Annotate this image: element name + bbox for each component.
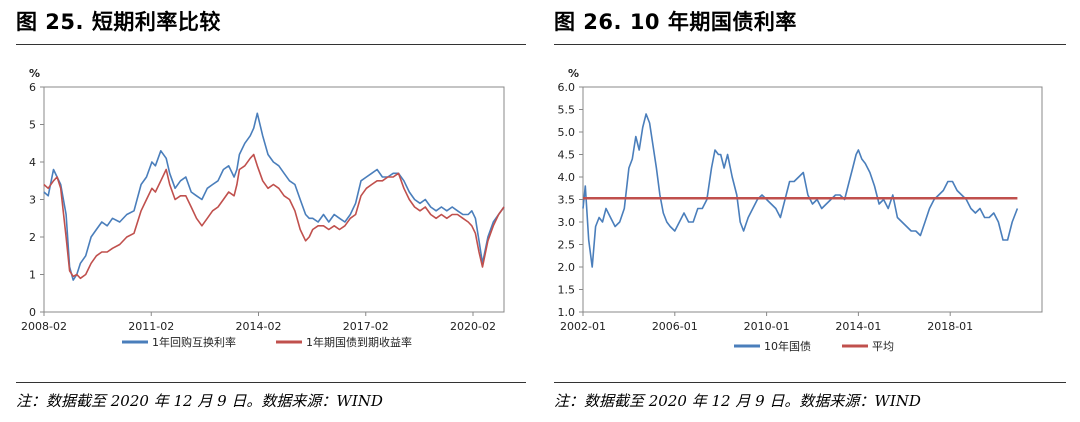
- legend-label: 平均: [872, 340, 894, 353]
- source-note: 注：数据截至 2020 年 12 月 9 日。数据来源：WIND: [554, 392, 921, 410]
- y-tick-label: 6: [29, 81, 36, 94]
- panel-right: 图 26. 10 年期国债利率 1.0 1.5 2.0 2.5 3.0 3.5 4.0 4.5…: [540, 0, 1080, 422]
- legend-label: 1年期国债到期收益率: [306, 335, 412, 349]
- y-axis-unit: %: [568, 67, 579, 80]
- title-rule: [554, 44, 1066, 45]
- x-tick-label: 2017-02: [343, 320, 389, 333]
- x-tick-label: 2018-01: [927, 320, 973, 333]
- legend-label: 1年回购互换利率: [152, 335, 236, 349]
- y-tick-label: 2.0: [558, 261, 576, 274]
- y-tick-label: 2: [29, 231, 36, 244]
- y-tick-label: 1: [29, 269, 36, 282]
- y-tick-label: 2.5: [558, 239, 576, 252]
- figure-title: 图 25. 短期利率比较: [16, 10, 221, 34]
- y-tick-label: 3.0: [558, 216, 576, 229]
- x-tick-label: 2020-02: [450, 320, 496, 333]
- x-tick-label: 2014-01: [835, 320, 881, 333]
- x-tick-label: 2011-02: [128, 320, 174, 333]
- x-tick-label: 2002-01: [560, 320, 606, 333]
- series-line: [43, 112, 505, 281]
- title-rule: [16, 44, 526, 45]
- y-tick-label: 1.0: [558, 306, 576, 319]
- y-axis-unit: %: [29, 67, 40, 80]
- chart-10y-treasury: 1.0 1.5 2.0 2.5 3.0 3.5 4.0 4.5 5.0 5.5 6.0% 2002-0…: [558, 67, 1043, 353]
- y-tick-label: 6.0: [558, 81, 576, 94]
- series-line: [582, 113, 1019, 268]
- y-tick-label: 1.5: [558, 284, 576, 297]
- y-tick-label: 5.0: [558, 126, 576, 139]
- x-tick-label: 2010-01: [744, 320, 790, 333]
- note-rule: [554, 382, 1066, 383]
- y-tick-label: 3: [29, 194, 36, 207]
- x-tick-label: 2008-02: [21, 320, 67, 333]
- source-note: 注：数据截至 2020 年 12 月 9 日。数据来源：WIND: [16, 392, 383, 410]
- y-tick-label: 4.5: [558, 149, 576, 162]
- y-tick-label: 0: [29, 306, 36, 319]
- y-tick-label: 5.5: [558, 104, 576, 117]
- x-tick-label: 2014-02: [236, 320, 282, 333]
- x-tick-label: 2006-01: [652, 320, 698, 333]
- plot-frame: [43, 86, 505, 313]
- y-tick-label: 3.5: [558, 194, 576, 207]
- plot-frame: [582, 86, 1043, 313]
- panel-left: 图 25. 短期利率比较 0 1 2 3 4 5 6% 2008-02 2011-02 2014-…: [16, 10, 526, 410]
- note-rule: [16, 382, 526, 383]
- chart-short-rates: 0 1 2 3 4 5 6% 2008-02 2011-02 2014-02 2017-02 2020…: [21, 67, 505, 349]
- y-tick-label: 5: [29, 119, 36, 132]
- y-tick-label: 4.0: [558, 171, 576, 184]
- figure-title: 图 26. 10 年期国债利率: [554, 10, 797, 34]
- legend-label: 10年国债: [764, 339, 811, 353]
- series-line: [43, 153, 505, 280]
- y-tick-label: 4: [29, 156, 36, 169]
